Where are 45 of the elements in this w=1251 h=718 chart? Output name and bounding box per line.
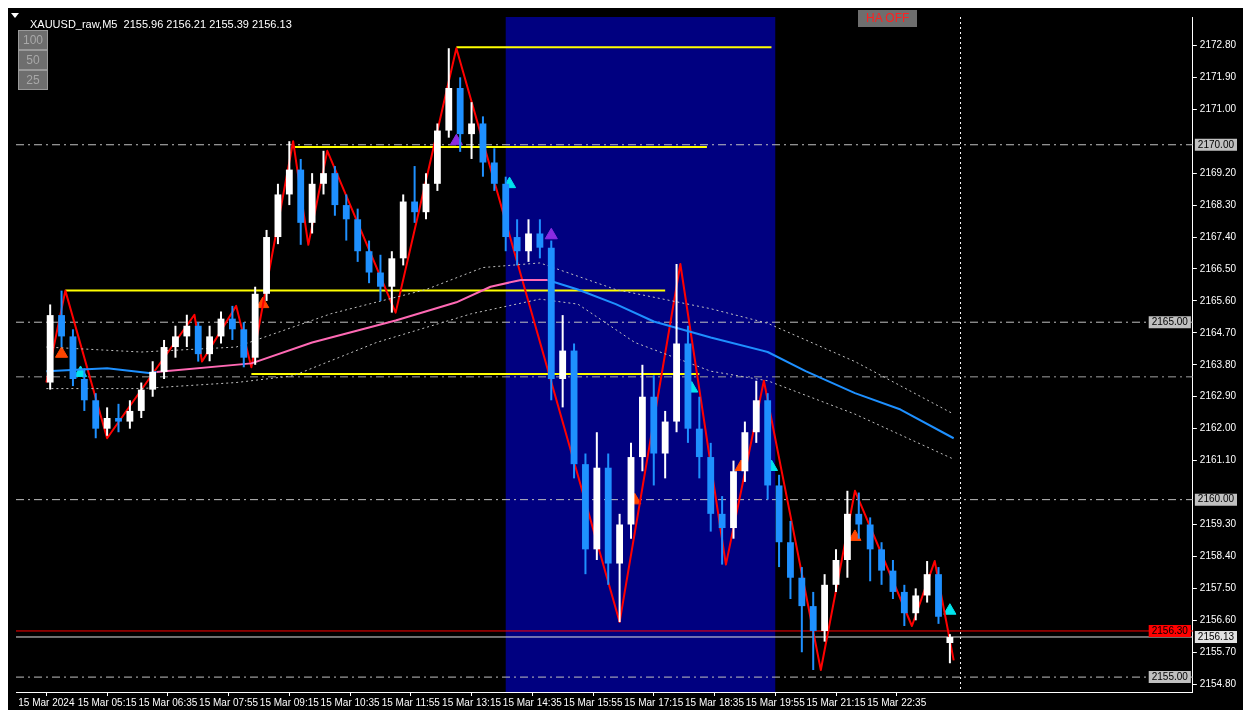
toggle-button: HA OFF (858, 10, 918, 27)
x-tick-label: 15 Mar 09:15 (259, 696, 320, 708)
y-tick-label: 2165.60 (1199, 294, 1237, 306)
y-tick-label: 2171.90 (1199, 71, 1237, 83)
y-tick-label: 2158.40 (1199, 550, 1237, 562)
ref-line-label: 2156.30 (1151, 624, 1189, 636)
ref-line-label: 2160.00 (1197, 493, 1235, 505)
y-tick-label: 2169.20 (1199, 166, 1237, 178)
x-tick-label: 15 Mar 19:55 (745, 696, 806, 708)
ref-line-label: 2155.00 (1151, 670, 1189, 682)
y-tick-label: 2159.30 (1199, 518, 1237, 530)
y-tick-label: 2163.80 (1199, 358, 1237, 370)
y-tick-label: 2162.00 (1199, 422, 1237, 434)
ref-line-label: 2170.00 (1197, 138, 1235, 150)
y-tick-label: 2157.50 (1199, 582, 1237, 594)
x-tick-label: 15 Mar 13:15 (442, 696, 502, 708)
y-tick-label: 2156.60 (1199, 614, 1237, 626)
y-tick-label: 2167.40 (1199, 230, 1237, 242)
x-tick-label: 15 Mar 14:35 (502, 696, 563, 708)
x-tick-label: 15 Mar 22:35 (867, 696, 927, 708)
x-tick-label: 15 Mar 06:35 (138, 696, 198, 708)
x-tick-label: 15 Mar 05:15 (77, 696, 138, 708)
x-tick-label: 15 Mar 10:35 (320, 696, 380, 708)
x-tick-label: 15 Mar 17:15 (624, 696, 684, 708)
y-tick-label: 2164.70 (1199, 326, 1237, 338)
x-tick-label: 15 Mar 15:55 (563, 696, 623, 708)
ref-line-label: 2165.00 (1151, 315, 1189, 327)
zoom-button: 50 (18, 50, 48, 70)
x-tick-label: 15 Mar 21:15 (806, 696, 866, 708)
y-tick-label: 2168.30 (1199, 198, 1237, 210)
y-tick-label: 2172.80 (1199, 39, 1237, 51)
zoom-button: 25 (18, 70, 48, 90)
y-tick-label: 2161.10 (1199, 454, 1237, 466)
x-tick-label: 15 Mar 2024 (18, 696, 75, 708)
zoom-button: 100 (18, 30, 48, 50)
y-tick-label: 2162.90 (1199, 390, 1237, 402)
y-tick-label: 2154.80 (1199, 677, 1237, 689)
chart-title: XAUUSD_raw,M5 2155.96 2156.21 2155.39 2156.13 (30, 17, 292, 30)
x-tick-label: 15 Mar 11:55 (381, 696, 441, 708)
y-tick-label: 2155.70 (1199, 646, 1237, 657)
ref-line-label: 2156.13 (1197, 630, 1235, 642)
x-tick-label: 15 Mar 07:55 (199, 696, 259, 708)
y-tick-label: 2166.50 (1199, 262, 1237, 274)
y-tick-label: 2171.00 (1199, 103, 1237, 115)
x-tick-label: 15 Mar 18:35 (685, 696, 745, 708)
